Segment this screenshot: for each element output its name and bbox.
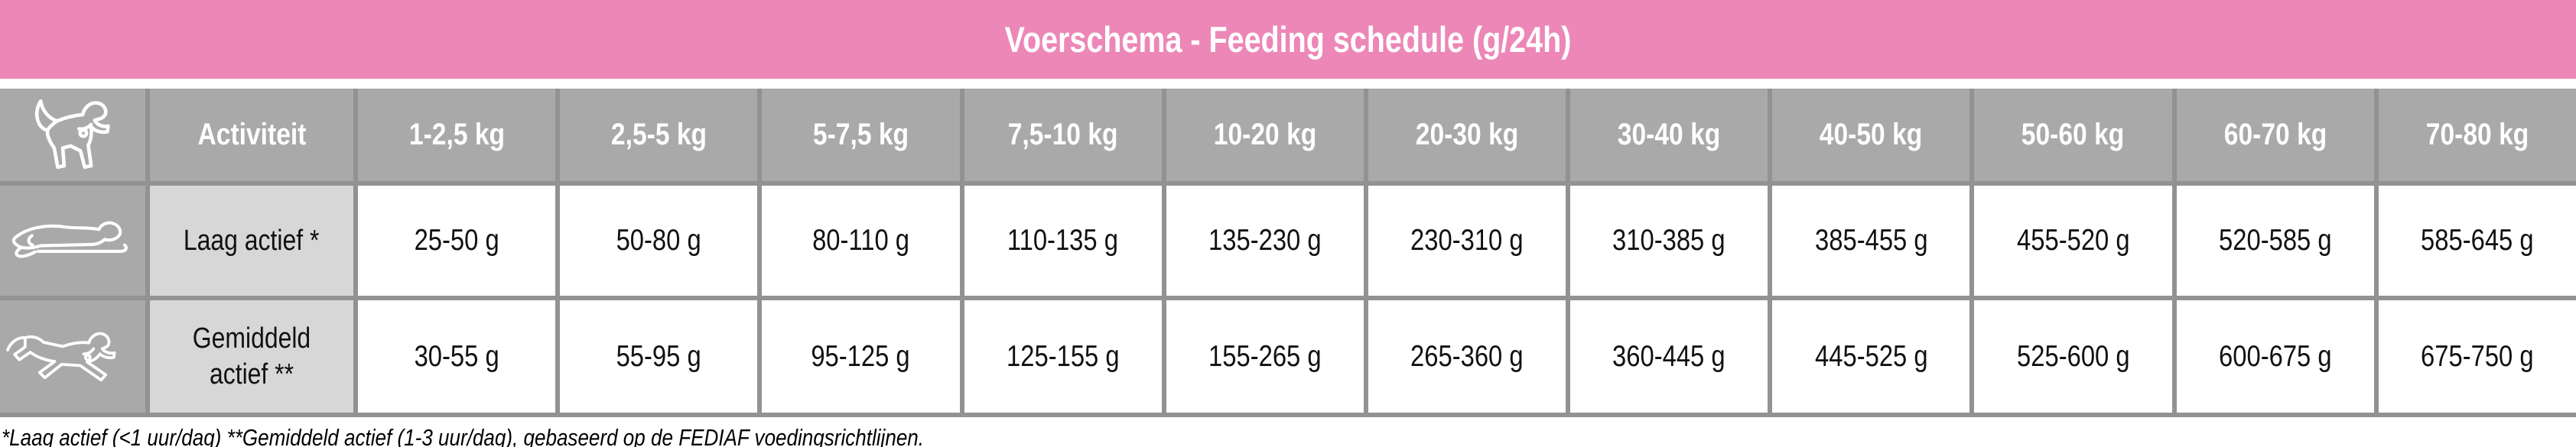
activity-cell-laag: Laag actief * [150, 186, 353, 296]
activity-cell-gemiddeld: Gemiddeld actief ** [150, 300, 353, 413]
value-cell-laag-11: 585-645 g [2378, 186, 2576, 296]
corner-cell [0, 89, 145, 181]
value-cell-gemiddeld-7: 360-445 g [1570, 300, 1768, 413]
row-icon-cell-gemiddeld [0, 300, 145, 413]
value-cell-laag-3: 80-110 g [762, 186, 960, 296]
column-header-weight-3: 5-7,5 kg [762, 89, 960, 181]
value-cell-laag-10: 520-585 g [2176, 186, 2374, 296]
value-cell-gemiddeld-3: 95-125 g [762, 300, 960, 413]
column-header-weight-5: 10-20 kg [1166, 89, 1364, 181]
value-cell-gemiddeld-9: 525-600 g [1974, 300, 2172, 413]
value-cell-laag-6: 230-310 g [1368, 186, 1566, 296]
column-header-weight-11: 70-80 kg [2378, 89, 2576, 181]
column-header-weight-10: 60-70 kg [2176, 89, 2374, 181]
value-cell-gemiddeld-11: 675-750 g [2378, 300, 2576, 413]
lying-dog-icon [11, 221, 128, 258]
standing-dog-icon [34, 99, 110, 169]
value-cell-gemiddeld-10: 600-675 g [2176, 300, 2374, 413]
value-cell-laag-9: 455-520 g [1974, 186, 2172, 296]
value-cell-gemiddeld-1: 30-55 g [358, 300, 556, 413]
value-cell-gemiddeld-5: 155-265 g [1166, 300, 1364, 413]
feeding-table: Activiteit 1-2,5 kg 2,5-5 kg 5-7,5 kg 7,… [0, 89, 2576, 417]
title-banner: Voerschema - Feeding schedule (g/24h) [0, 0, 2576, 79]
page-title: Voerschema - Feeding schedule (g/24h) [1004, 19, 1572, 60]
value-cell-gemiddeld-4: 125-155 g [964, 300, 1162, 413]
column-header-weight-8: 40-50 kg [1772, 89, 1970, 181]
footnote: *Laag actief (<1 uur/dag) **Gemiddeld ac… [2, 424, 925, 447]
value-cell-laag-1: 25-50 g [358, 186, 556, 296]
column-header-weight-2: 2,5-5 kg [560, 89, 758, 181]
column-header-weight-7: 30-40 kg [1570, 89, 1768, 181]
value-cell-laag-4: 110-135 g [964, 186, 1162, 296]
column-header-weight-6: 20-30 kg [1368, 89, 1566, 181]
value-cell-laag-8: 385-455 g [1772, 186, 1970, 296]
column-header-activiteit: Activiteit [150, 89, 353, 181]
value-cell-gemiddeld-8: 445-525 g [1772, 300, 1970, 413]
running-dog-icon [6, 332, 116, 381]
row-icon-cell-laag [0, 186, 145, 296]
value-cell-gemiddeld-6: 265-360 g [1368, 300, 1566, 413]
value-cell-gemiddeld-2: 55-95 g [560, 300, 758, 413]
column-header-weight-1: 1-2,5 kg [358, 89, 556, 181]
value-cell-laag-7: 310-385 g [1570, 186, 1768, 296]
value-cell-laag-2: 50-80 g [560, 186, 758, 296]
column-header-weight-9: 50-60 kg [1974, 89, 2172, 181]
column-header-weight-4: 7,5-10 kg [964, 89, 1162, 181]
value-cell-laag-5: 135-230 g [1166, 186, 1364, 296]
